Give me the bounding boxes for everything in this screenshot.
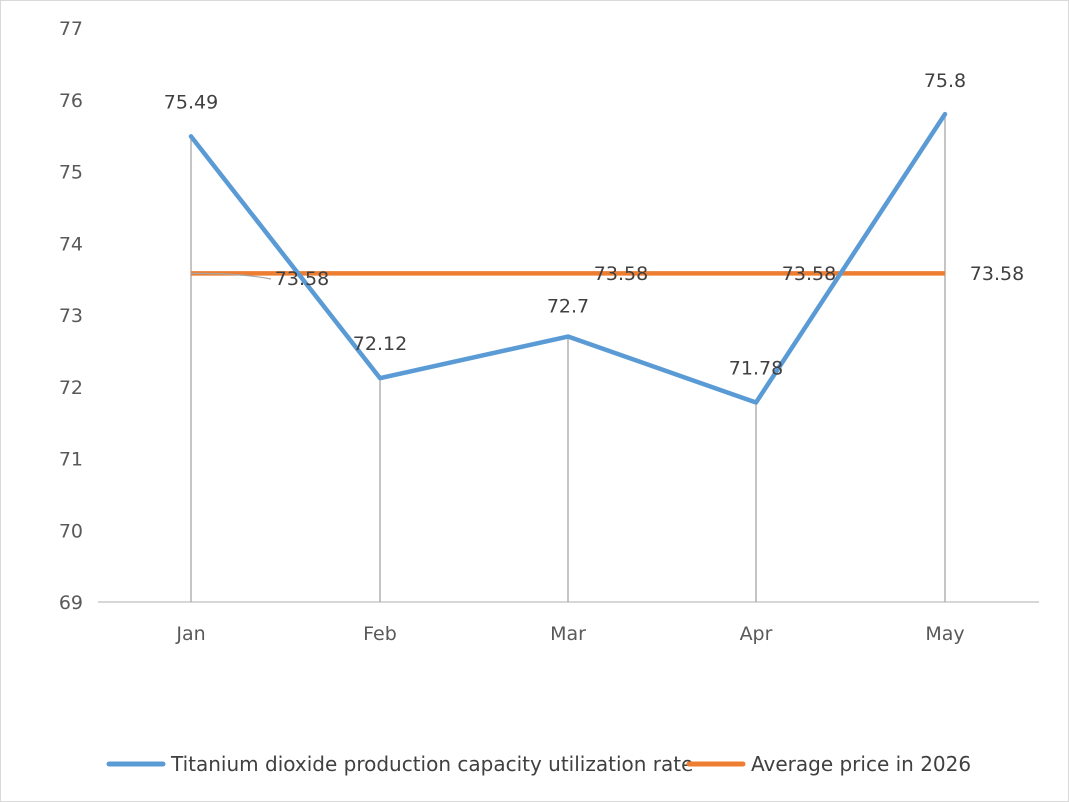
x-tick-label: Apr [740,623,773,645]
y-tick-label: 74 [59,233,83,255]
y-tick-label: 71 [59,449,83,471]
data-label-utilization: 72.7 [547,296,589,318]
y-tick-label: 73 [59,305,83,327]
data-label-average-price: 73.58 [594,263,648,285]
data-label-utilization: 75.49 [164,91,218,113]
y-tick-label: 77 [59,18,83,40]
data-label-utilization: 75.8 [924,70,966,92]
y-tick-label: 70 [59,520,83,542]
data-label-average-price: 73.58 [782,263,836,285]
legend-label-average-price: Average price in 2026 [751,752,971,776]
legend-label-utilization: Titanium dioxide production capacity uti… [170,752,693,776]
label-leader-line [190,272,272,280]
data-label-average-price: 73.58 [970,263,1024,285]
y-tick-label: 76 [59,90,83,112]
x-tick-label: Feb [363,623,397,645]
data-label-utilization: 72.12 [353,333,407,355]
y-tick-label: 69 [59,592,83,614]
x-tick-label: May [925,623,964,645]
y-tick-label: 72 [59,377,83,399]
series-line-utilization-rate [188,111,948,405]
data-label-average-price: 73.58 [275,268,329,290]
x-tick-label: Mar [550,623,586,645]
y-tick-label: 75 [59,162,83,184]
x-tick-label: Jan [175,623,205,645]
data-label-utilization: 71.78 [729,358,783,380]
